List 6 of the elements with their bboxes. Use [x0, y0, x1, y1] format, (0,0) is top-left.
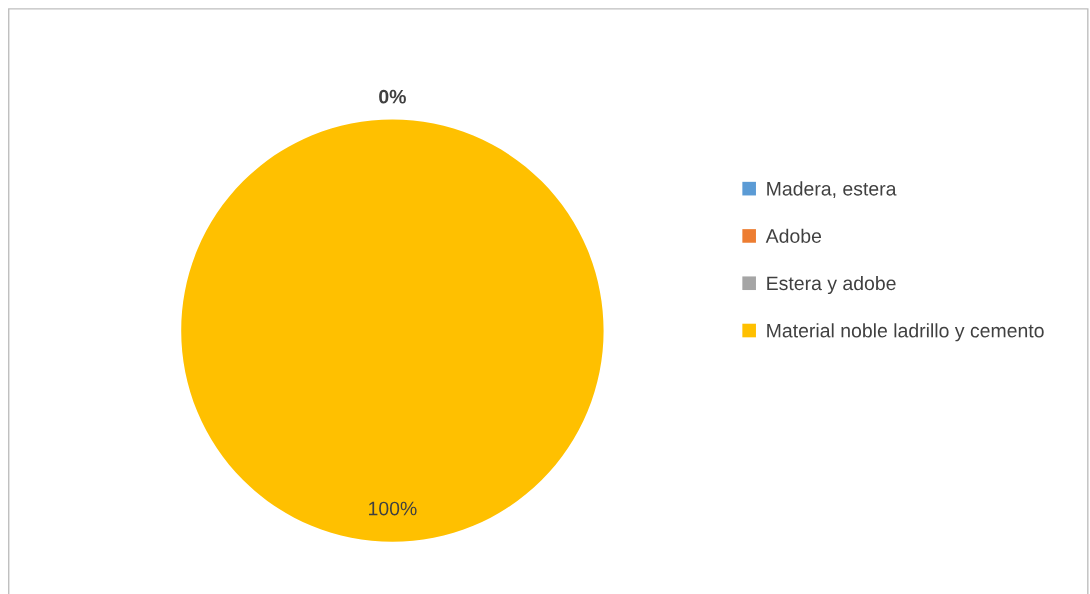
- legend-label: Estera y adobe: [767, 275, 896, 295]
- legend-label: Madera, estera: [767, 181, 897, 198]
- text: 0%: [379, 89, 406, 104]
- legend-label: Adobe: [765, 228, 822, 243]
- legend-label: Material noble ladrillo y cemento: [767, 323, 1044, 342]
- data-label: 100%: [369, 501, 417, 516]
